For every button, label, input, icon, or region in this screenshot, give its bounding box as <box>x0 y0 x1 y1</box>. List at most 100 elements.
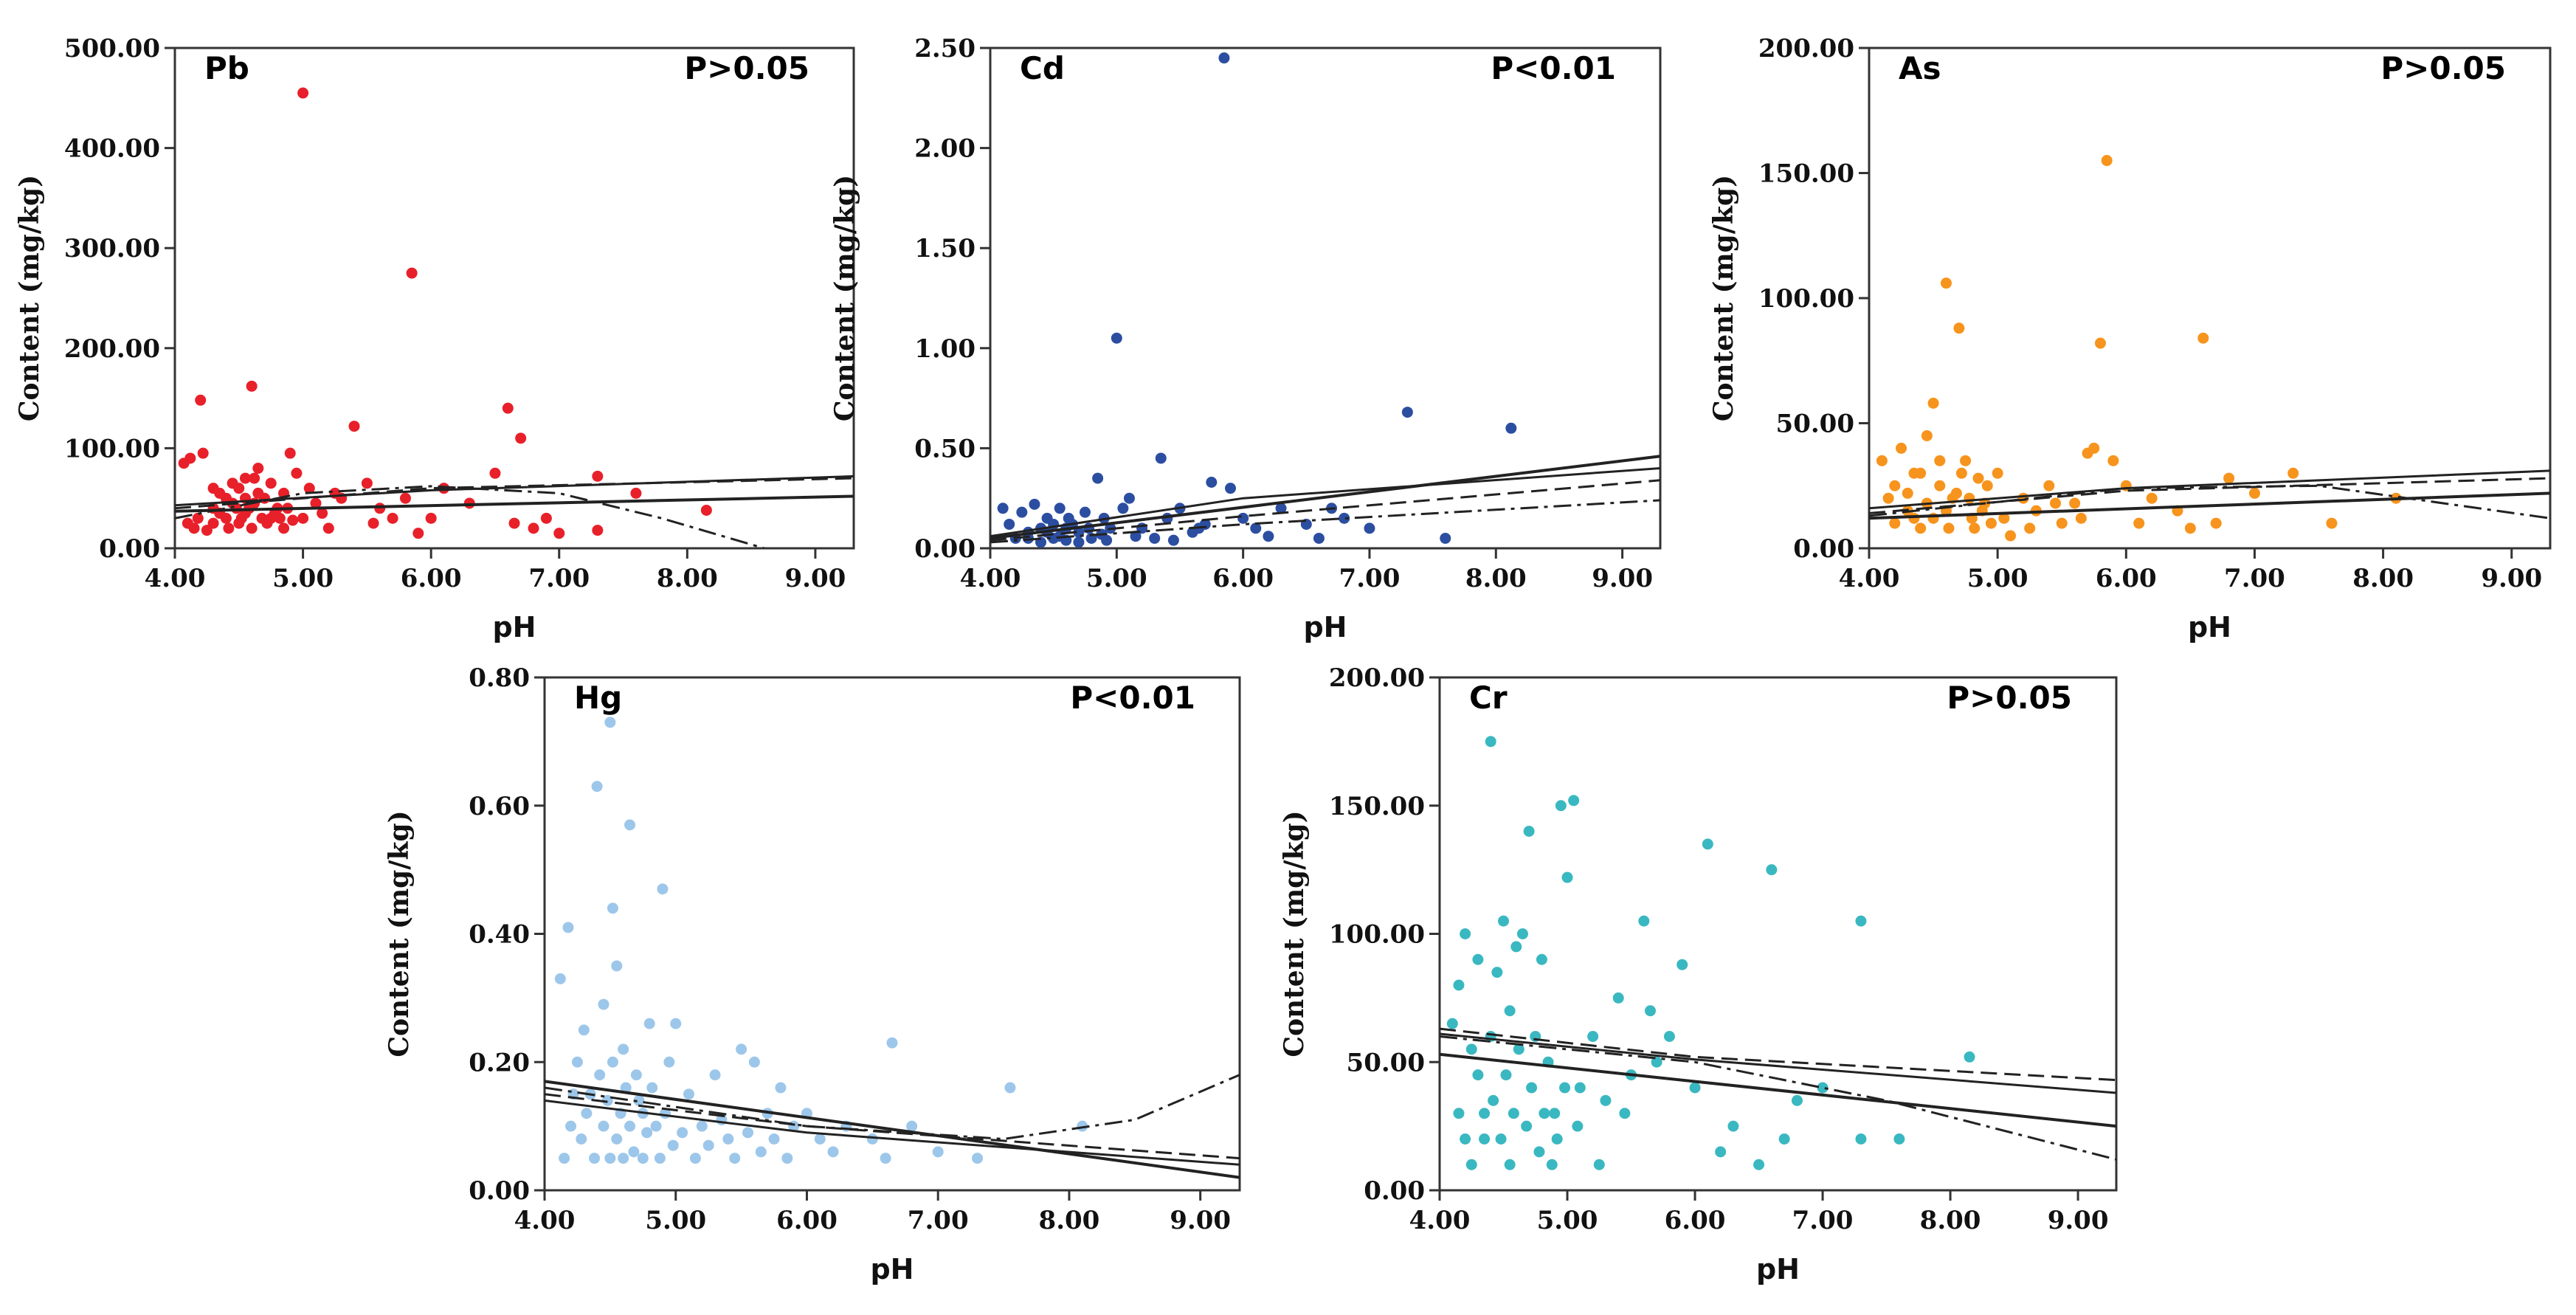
data-point <box>2326 517 2338 529</box>
data-point <box>348 421 360 432</box>
data-point <box>2248 487 2260 499</box>
data-point <box>252 487 264 499</box>
y-tick-label: 400.00 <box>64 134 160 164</box>
p-value-label: P>0.05 <box>1947 680 2072 716</box>
data-point <box>1663 1031 1675 1042</box>
data-point <box>1029 498 1040 510</box>
data-point <box>633 1094 645 1106</box>
x-tick-label: 4.00 <box>1409 1206 1471 1235</box>
data-point <box>1155 452 1167 464</box>
data-point <box>508 517 520 529</box>
fit-line-dashed <box>1440 1027 2116 1082</box>
data-point <box>2146 492 2158 504</box>
data-point <box>1953 322 1965 334</box>
data-point <box>689 1153 701 1164</box>
x-axis-title: pH <box>2188 611 2231 643</box>
panel-hg: 0.00 0.20 0.40 0.60 0.80 4.00 5.00 6.00 7.00 8.00… <box>384 663 1241 1285</box>
data-point <box>1992 467 2003 479</box>
data-point <box>591 781 603 793</box>
data-point <box>1472 1069 1484 1081</box>
data-point <box>265 512 277 524</box>
y-tick-label: 200.00 <box>1329 663 1425 693</box>
data-point <box>1876 455 1888 466</box>
data-point <box>310 497 322 509</box>
data-point <box>1500 1069 1512 1081</box>
data-point <box>184 452 196 464</box>
data-point <box>1889 517 1901 529</box>
data-point <box>1149 532 1161 544</box>
y-tick-label: 150.00 <box>1758 159 1854 189</box>
data-point <box>1479 1133 1491 1145</box>
x-tick-label: 9.00 <box>1592 564 1653 593</box>
y-tick-label: 0.00 <box>1793 534 1854 564</box>
plot-area-hg <box>545 717 1240 1179</box>
data-point <box>755 1146 767 1158</box>
data-point <box>1791 1094 1803 1106</box>
panel-as: 0.00 50.00 100.00 150.00 200.00 4.00 5.00 6.00 7… <box>1708 34 2552 643</box>
data-point <box>1505 422 1517 434</box>
data-point <box>412 528 424 539</box>
data-point <box>1339 512 1350 524</box>
data-point <box>297 87 309 99</box>
y-tick-label: 0.00 <box>914 534 976 564</box>
data-point <box>1054 503 1066 514</box>
fit-line-solid <box>545 1099 1240 1166</box>
data-point <box>1539 1108 1550 1119</box>
data-point <box>932 1146 944 1158</box>
data-point <box>2107 455 2119 466</box>
data-point <box>1727 1120 1739 1132</box>
data-point <box>1523 826 1535 837</box>
y-tick-label: 0.20 <box>469 1048 530 1077</box>
x-tick-label: 8.00 <box>1920 1206 1981 1235</box>
x-tick-label: 7.00 <box>1792 1206 1854 1235</box>
data-point <box>827 1146 839 1158</box>
data-point <box>722 1133 734 1145</box>
data-point <box>1092 472 1104 484</box>
data-point <box>1079 506 1091 518</box>
data-point <box>1513 1043 1524 1055</box>
y-tick-label: 2.50 <box>914 34 976 63</box>
data-point <box>188 522 200 534</box>
data-point <box>1016 506 1028 518</box>
y-tick-label: 100.00 <box>64 434 160 463</box>
panel-element-label: Hg <box>574 680 622 716</box>
data-point <box>1572 1120 1584 1132</box>
p-value-label: P<0.01 <box>1070 680 1195 716</box>
data-point <box>1491 967 1503 979</box>
data-point <box>2184 522 2196 534</box>
fit-line-dashdot <box>1440 1035 2116 1161</box>
data-point <box>502 402 514 414</box>
data-point <box>1206 477 1218 489</box>
data-point <box>637 1153 649 1164</box>
p-value-label: P>0.05 <box>2380 50 2506 86</box>
panel-cd: 0.00 0.50 1.00 1.50 2.00 2.50 4.00 5.00 6.00 7.00… <box>829 34 1662 643</box>
data-point <box>1600 1094 1612 1106</box>
data-point <box>1111 332 1122 344</box>
panel-element-label: As <box>1899 50 1941 86</box>
data-point <box>2050 497 2062 509</box>
plot-area-cr <box>1440 736 2116 1170</box>
data-point <box>683 1088 695 1100</box>
data-point <box>239 472 251 484</box>
data-point <box>1504 1005 1516 1017</box>
data-point <box>2287 467 2299 479</box>
data-point <box>1934 480 1946 491</box>
data-point <box>598 998 610 1010</box>
data-point <box>425 512 437 524</box>
data-point <box>742 1127 753 1139</box>
x-tick-label: 5.00 <box>1537 1206 1598 1235</box>
data-point <box>1022 532 1034 544</box>
data-point <box>2223 472 2235 484</box>
x-tick-label: 5.00 <box>1086 564 1147 593</box>
data-point <box>814 1133 826 1145</box>
data-point <box>1889 480 1901 491</box>
y-axis-title: Content (mg/kg) <box>1279 810 1310 1057</box>
data-point <box>1908 512 1920 524</box>
data-point <box>2075 512 2087 524</box>
data-point <box>207 517 219 529</box>
data-point <box>249 472 260 484</box>
x-tick-label: 4.00 <box>1839 564 1900 593</box>
data-point <box>1123 492 1135 504</box>
data-point <box>515 432 527 444</box>
y-tick-label: 2.00 <box>914 134 976 164</box>
